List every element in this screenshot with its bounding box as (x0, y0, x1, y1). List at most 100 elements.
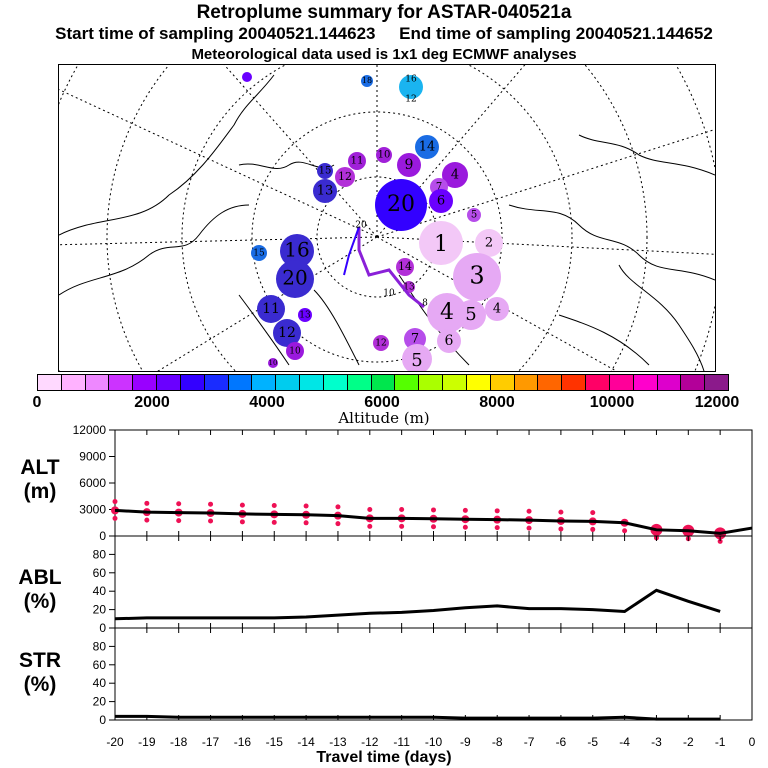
series-line (114, 508, 753, 535)
colorbar-swatch (609, 375, 634, 390)
marker-11: 11 (351, 156, 364, 167)
svg-text:20: 20 (355, 221, 367, 231)
colorbar-swatch (252, 375, 277, 390)
colorbar-tick-0: 0 (32, 394, 42, 411)
marker-6: 6 (445, 333, 454, 349)
y-tick-label: 60 (93, 566, 107, 580)
meteo-note: Meteorological data used is 1x1 deg ECMW… (191, 46, 577, 63)
str-label-text: STR (19, 649, 61, 672)
svg-text:13: 13 (299, 311, 311, 321)
altitude-dot (271, 503, 277, 509)
marker-2: 2 (485, 236, 493, 251)
colorbar-swatch (323, 375, 348, 390)
marker-20-left: 20 (282, 266, 307, 290)
colorbar-swatch (633, 375, 658, 390)
alt-label-unit: (m) (23, 480, 57, 503)
svg-text:8: 8 (422, 299, 428, 309)
altitude-dot (176, 501, 182, 507)
colorbar-tick-6000: 6000 (364, 394, 400, 411)
colorbar-swatch (204, 375, 229, 390)
altitude-dot (208, 501, 214, 507)
y-tick-label: 80 (93, 639, 107, 653)
marker-20-center: 20 (387, 192, 415, 217)
altitude-dot (462, 524, 468, 530)
svg-text:10: 10 (289, 347, 301, 357)
series-line (115, 714, 721, 721)
svg-text:12: 12 (278, 325, 296, 341)
sampling-times: Start time of sampling 20040521.144623 E… (0, 24, 768, 44)
colorbar-swatch (38, 375, 62, 390)
altitude-dot (335, 521, 341, 527)
x-tick-label: -16 (234, 735, 252, 749)
altitude-dot (526, 525, 532, 531)
y-tick-label: 0 (99, 529, 106, 543)
altitude-dot (558, 509, 564, 515)
altitude-dot (590, 510, 596, 516)
x-tick-label: -9 (460, 735, 471, 749)
marker-4: 4 (440, 300, 454, 325)
marker-14: 14 (419, 140, 436, 155)
altitude-dot (494, 508, 500, 514)
altitude-dot (239, 502, 245, 508)
svg-text:10: 10 (269, 359, 278, 367)
alt-label-text: ALT (20, 456, 60, 479)
alt-panel-label: ALT (m) (14, 456, 66, 504)
chart-title: Retroplume summary for ASTAR-040521a (196, 2, 572, 23)
colorbar-swatch (514, 375, 539, 390)
marker-12: 12 (338, 170, 352, 183)
y-tick-label: 20 (93, 603, 107, 617)
y-tick-label: 12000 (73, 423, 107, 437)
colorbar-tick-4000: 4000 (249, 394, 285, 411)
altitude-dot (717, 538, 723, 544)
svg-text:6: 6 (437, 194, 445, 209)
colorbar-swatch (538, 375, 563, 390)
x-tick-label: -5 (587, 735, 598, 749)
x-tick-label: -19 (138, 735, 156, 749)
marker-5: 5 (465, 304, 476, 325)
colorbar-swatch (85, 375, 110, 390)
altitude-dot (335, 504, 341, 510)
altitude-dot (208, 518, 214, 524)
svg-text:7: 7 (436, 182, 442, 193)
altitude-dot (367, 507, 373, 512)
colorbar-swatch (157, 375, 181, 390)
y-tick-label: 3000 (79, 503, 106, 517)
colorbar-swatch (347, 375, 372, 390)
altitude-dot (144, 517, 150, 523)
colorbar-swatch (586, 375, 610, 390)
abl-panel-label: ABL (%) (14, 566, 66, 614)
altitude-dot (494, 525, 500, 531)
svg-text:16: 16 (405, 75, 417, 85)
altitude-colorbar (37, 374, 729, 391)
altitude-dot (399, 523, 405, 529)
colorbar-swatch (61, 375, 86, 390)
x-tick-label: -13 (329, 735, 347, 749)
colorbar-swatch (419, 375, 444, 390)
colorbar-swatch (133, 375, 158, 390)
x-tick-label: -18 (170, 735, 188, 749)
altitude-dot (431, 507, 436, 513)
y-tick-label: 40 (93, 676, 107, 690)
colorbar-tick-10000: 10000 (589, 394, 635, 411)
panel-frame (114, 535, 753, 629)
marker-17: 12 (405, 95, 416, 105)
svg-text:5: 5 (471, 210, 477, 221)
x-tick-label: 0 (749, 735, 756, 749)
str-label-unit: (%) (23, 673, 57, 696)
altitude-dot (144, 500, 150, 506)
altitude-dot (303, 520, 309, 526)
altitude-dot (558, 526, 564, 532)
str-panel-label: STR (%) (14, 649, 66, 697)
altitude-dot (622, 528, 628, 534)
colorbar-swatch (109, 375, 134, 390)
altitude-dot (112, 515, 118, 521)
x-tick-label: -2 (683, 735, 694, 749)
y-tick-label: 40 (93, 584, 107, 598)
x-tick-label: -14 (297, 735, 315, 749)
marker-4-top: 4 (451, 168, 459, 183)
x-tick-label: -3 (651, 735, 662, 749)
marker-16: 16 (284, 238, 309, 262)
